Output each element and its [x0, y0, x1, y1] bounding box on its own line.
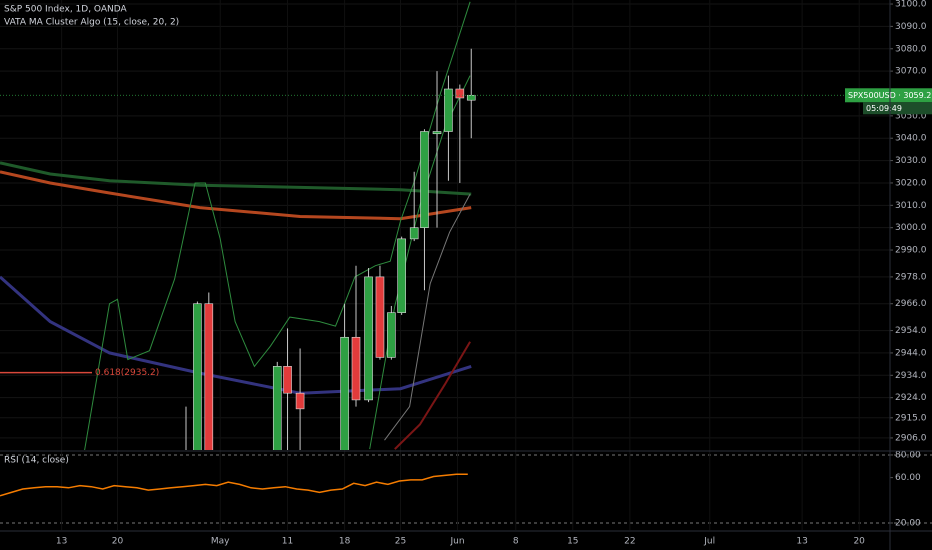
y-tick-label: 3100.0: [895, 0, 927, 10]
candle-body: [455, 88, 465, 99]
y-tick-label: 3000.0: [895, 223, 927, 233]
y-tick-label: 2990.0: [895, 246, 927, 256]
x-tick-label: 25: [395, 537, 406, 547]
x-tick-label: 20: [853, 537, 865, 547]
indicator-line: [0, 161, 472, 196]
y-tick-label: 20.00: [895, 518, 921, 528]
candle-body: [420, 131, 429, 228]
countdown: 05:09:49: [866, 104, 902, 113]
x-tick-label: 11: [282, 537, 293, 547]
x-tick-label: 13: [796, 537, 807, 547]
x-tick-label: Jul: [703, 537, 715, 547]
y-tick-label: 3090.0: [895, 22, 927, 32]
candle-body: [364, 276, 373, 401]
candle-body: [295, 392, 305, 410]
x-tick-label: Jun: [450, 537, 465, 547]
candle-body: [193, 303, 202, 450]
indicator-line: [0, 473, 468, 497]
candle-body: [272, 366, 282, 450]
price-pane: 0.618(2935.2): [0, 1, 890, 450]
y-tick-label: 60.00: [895, 473, 921, 483]
candle-body: [204, 303, 214, 450]
indicator-line: [384, 193, 471, 441]
candle-body: [375, 276, 385, 358]
x-tick-label: 22: [624, 537, 635, 547]
candle-body: [387, 312, 396, 358]
y-tick-label: 2978.0: [895, 272, 927, 282]
indicator-title: VATA MA Cluster Algo (15, close, 20, 2): [4, 18, 179, 28]
fib-label: 0.618(2935.2): [95, 368, 159, 378]
indicator-line: [394, 341, 471, 450]
indicator-line: [0, 170, 472, 221]
x-tick-label: 18: [339, 537, 351, 547]
candle-body: [340, 336, 349, 450]
y-tick-label: 2924.0: [895, 393, 927, 403]
axes: 3100.0 3090.0 3080.0 3070.0 3050.0 3040.0 3030…: [56, 0, 932, 547]
candle-body: [432, 131, 442, 135]
y-tick-label: 2966.0: [895, 299, 927, 309]
y-tick-label: 3020.0: [895, 178, 927, 188]
indicator-line: [369, 75, 471, 450]
x-tick-label: 15: [567, 537, 578, 547]
y-tick-label: 3010.0: [895, 201, 927, 211]
price-tag-box: [845, 88, 932, 103]
y-tick-label: 3070.0: [895, 67, 927, 77]
rsi-pane: [0, 473, 468, 497]
candle-body: [283, 366, 292, 394]
chart-title: S&P 500 Index, 1D, OANDA: [4, 5, 128, 15]
x-tick-label: May: [211, 537, 230, 547]
x-tick-label: 13: [56, 537, 67, 547]
indicator-line: [84, 1, 471, 450]
y-tick-label: 3040.0: [895, 134, 927, 144]
candle-body: [397, 238, 406, 313]
candle-body: [409, 227, 419, 240]
y-tick-label: 2915.0: [895, 413, 927, 423]
y-tick-label: 2944.0: [895, 348, 927, 358]
y-tick-label: 2934.0: [895, 371, 927, 381]
x-tick-label: 8: [513, 537, 519, 547]
x-tick-label: 20: [112, 537, 124, 547]
candle-body: [444, 88, 453, 132]
candle-body: [351, 336, 361, 401]
candle-body: [466, 94, 476, 101]
y-tick-label: 3030.0: [895, 156, 927, 166]
y-tick-label: 2906.0: [895, 433, 927, 443]
countdown-box: [863, 102, 932, 115]
y-tick-label: 80.00: [895, 450, 921, 460]
y-tick-label: 3050.0: [895, 111, 927, 121]
rsi-title: RSI (14, close): [4, 456, 69, 466]
y-tick-label: 2954.0: [895, 326, 927, 336]
y-tick-label: 3080.0: [895, 44, 927, 54]
